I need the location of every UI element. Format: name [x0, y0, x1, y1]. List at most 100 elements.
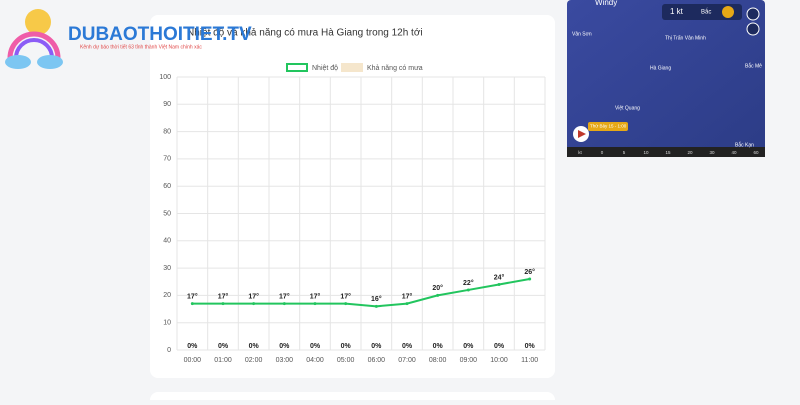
logo-name: DUBAOTHOITIET.TV [68, 24, 252, 45]
x-tick-label: 09:00 [460, 357, 478, 364]
legend-swatch [286, 63, 308, 72]
x-tick-label: 07:00 [398, 357, 416, 364]
map-scale-label: 40 [731, 150, 737, 155]
data-label: 0% [402, 343, 413, 350]
legend-label: Khả năng có mưa [367, 65, 423, 72]
y-tick-label: 60 [163, 183, 171, 190]
map-scale-label: 10 [643, 150, 649, 155]
data-label: 16° [371, 295, 382, 303]
x-tick-label: 06:00 [368, 357, 386, 364]
x-tick-label: 08:00 [429, 357, 447, 364]
x-tick-label: 00:00 [184, 357, 202, 364]
map-scale-bar [567, 147, 765, 157]
point [190, 302, 194, 306]
y-tick-label: 90 [163, 101, 171, 108]
x-tick-label: 02:00 [245, 357, 263, 364]
data-label: 0% [494, 343, 505, 350]
logo-cloud [5, 55, 31, 69]
data-label: 26° [524, 268, 535, 276]
x-tick-label: 01:00 [214, 357, 232, 364]
data-label: 17° [248, 292, 259, 300]
data-label: 0% [310, 343, 321, 350]
data-label: 17° [218, 292, 229, 300]
data-label: 22° [463, 279, 474, 287]
chart-card [150, 15, 555, 378]
chart-title: Nhiệt độ và khả năng có mưa Hà Giang tro… [187, 28, 423, 39]
y-tick-label: 20 [163, 292, 171, 299]
map-direction: Bắc [701, 9, 711, 16]
data-label: 17° [340, 292, 351, 300]
map-brand: Windy [595, 0, 617, 7]
y-tick-label: 70 [163, 156, 171, 163]
map-place: Bắc Mê [745, 62, 762, 69]
line [192, 278, 530, 308]
map[interactable]: Windy 1 kt Bắc Thứ Bảy 15 - 1:00 Vân Sơn Thị … [567, 0, 765, 157]
data-label: 0% [187, 343, 198, 350]
x-tick-label: 05:00 [337, 357, 355, 364]
map-scale-label: 20 [687, 150, 693, 155]
logo-rainbow [14, 38, 54, 59]
map-view[interactable] [567, 0, 765, 157]
y-tick-label: 40 [163, 238, 171, 245]
data-label: 24° [494, 273, 505, 281]
point [282, 302, 286, 306]
wind-box [662, 4, 742, 20]
legend-swatch [341, 63, 363, 72]
point [252, 302, 256, 306]
y-tick-label: 80 [163, 128, 171, 135]
data-label: 17° [187, 292, 198, 300]
logo[interactable]: DUBAOTHOITIET.TV Kênh dự báo thời tiết 6… [5, 9, 252, 69]
map-scale-label: kt [578, 150, 582, 155]
zoom-in[interactable] [746, 7, 760, 21]
x-tick-label: 11:00 [521, 357, 538, 364]
data-label: 0% [433, 343, 444, 350]
point [374, 304, 378, 308]
point [221, 302, 225, 306]
map-place: Thị Trấn Vân Minh [665, 35, 706, 41]
x-tick-label: 10:00 [490, 357, 508, 364]
map-place: Việt Quang [615, 105, 640, 111]
data-label: 0% [218, 343, 229, 350]
data-label: 17° [279, 292, 290, 300]
data-label: 17° [402, 292, 413, 300]
map-place: Hà Giang [650, 65, 671, 71]
map-place: Vân Sơn [572, 31, 592, 37]
next-card [150, 392, 555, 405]
logo-rainbow [7, 31, 61, 59]
point [466, 288, 470, 292]
logo-cloud [37, 55, 63, 69]
wind-toggle[interactable] [722, 6, 734, 18]
data-label: 0% [341, 343, 352, 350]
y-tick-label: 100 [159, 74, 171, 81]
data-label: 0% [463, 343, 474, 350]
y-tick-label: 30 [163, 265, 171, 272]
point [528, 277, 532, 281]
y-tick-label: 0 [167, 347, 171, 354]
map-place: Bắc Kạn [735, 141, 754, 148]
zoom-out[interactable] [746, 22, 760, 36]
y-tick-label: 50 [163, 210, 171, 217]
map-scale-label: 5 [623, 150, 626, 155]
play-icon [578, 130, 586, 138]
x-tick-label: 04:00 [306, 357, 324, 364]
y-tick-label: 10 [163, 320, 171, 327]
map-scale-label: 0 [601, 150, 604, 155]
point [497, 282, 501, 286]
map-wind: 1 kt [670, 7, 684, 16]
data-label: 0% [525, 343, 536, 350]
data-label: 20° [432, 284, 443, 292]
data-label: 0% [371, 343, 382, 350]
map-time: Thứ Bảy 15 - 1:00 [590, 124, 627, 129]
data-label: 17° [310, 292, 321, 300]
map-scale-label: 30 [709, 150, 715, 155]
legend-label: Nhiệt độ [312, 65, 338, 72]
map-scale-label: 60 [753, 150, 759, 155]
data-label: 0% [249, 343, 260, 350]
x-tick-label: 03:00 [276, 357, 294, 364]
logo-sun [25, 9, 51, 35]
logo-tagline: Kênh dự báo thời tiết 63 tỉnh thành Việt… [80, 43, 202, 50]
point [313, 302, 317, 306]
point [436, 293, 440, 297]
